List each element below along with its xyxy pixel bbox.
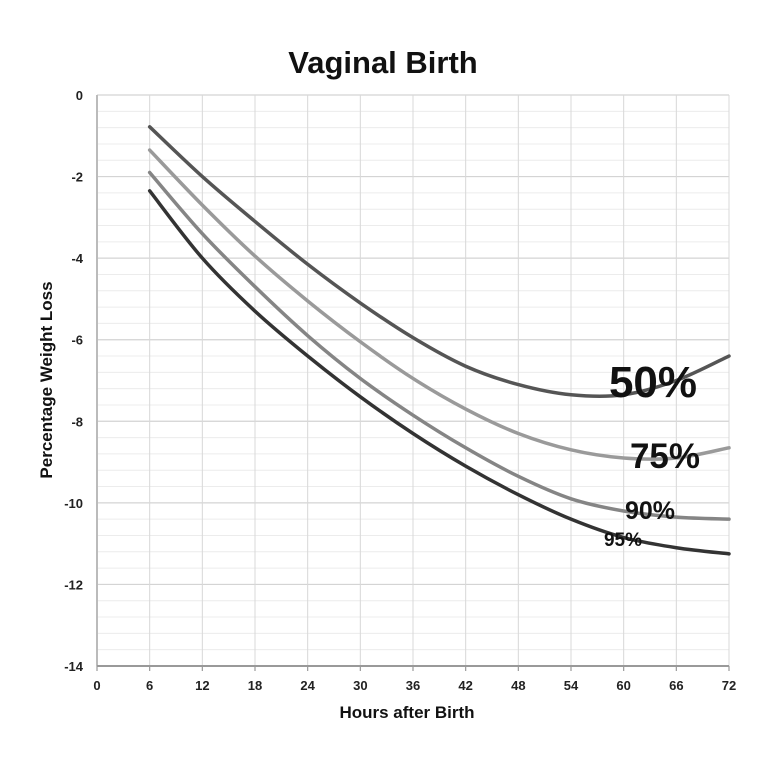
series-label: 90% — [625, 497, 675, 525]
x-tick-label: 48 — [511, 678, 525, 693]
x-tick-label: 18 — [248, 678, 262, 693]
x-tick-label: 66 — [669, 678, 683, 693]
series-line-50pct — [147, 125, 731, 399]
x-tick-label: 60 — [616, 678, 630, 693]
x-tick-label: 6 — [146, 678, 153, 693]
x-tick-label: 36 — [406, 678, 420, 693]
x-tick-label: 42 — [458, 678, 472, 693]
y-tick-label: -8 — [71, 414, 83, 429]
y-tick-label: 0 — [76, 88, 83, 103]
y-tick-label: -14 — [64, 659, 84, 674]
x-tick-label: 30 — [353, 678, 367, 693]
x-axis-label: Hours after Birth — [339, 703, 474, 722]
x-tick-label: 12 — [195, 678, 209, 693]
y-tick-label: -12 — [64, 577, 83, 592]
y-tick-label: -4 — [71, 251, 83, 266]
series-label: 50% — [609, 358, 697, 407]
y-tick-label: -10 — [64, 496, 83, 511]
x-tick-label: 54 — [564, 678, 579, 693]
y-tick-label: -2 — [71, 170, 83, 185]
y-tick-label: -6 — [71, 333, 83, 348]
series-line-75pct — [147, 148, 731, 461]
x-tick-label: 72 — [722, 678, 736, 693]
x-tick-label: 0 — [93, 678, 100, 693]
series-lines — [147, 125, 731, 556]
series-label: 95% — [604, 530, 642, 551]
chart-title: Vaginal Birth — [288, 45, 477, 80]
series-line-90pct — [147, 170, 731, 521]
series-labels: 50% 75% 90% 95% — [604, 358, 700, 551]
x-tick-label: 24 — [300, 678, 315, 693]
series-label: 75% — [630, 437, 700, 476]
series-line-95pct — [147, 189, 731, 556]
axes: 0 -2 -4 -6 -8 -10 -12 -14 0 6 12 18 24 30 36 42 48 54 60 66… — [64, 88, 736, 693]
y-axis-label: Percentage Weight Loss — [37, 281, 56, 478]
